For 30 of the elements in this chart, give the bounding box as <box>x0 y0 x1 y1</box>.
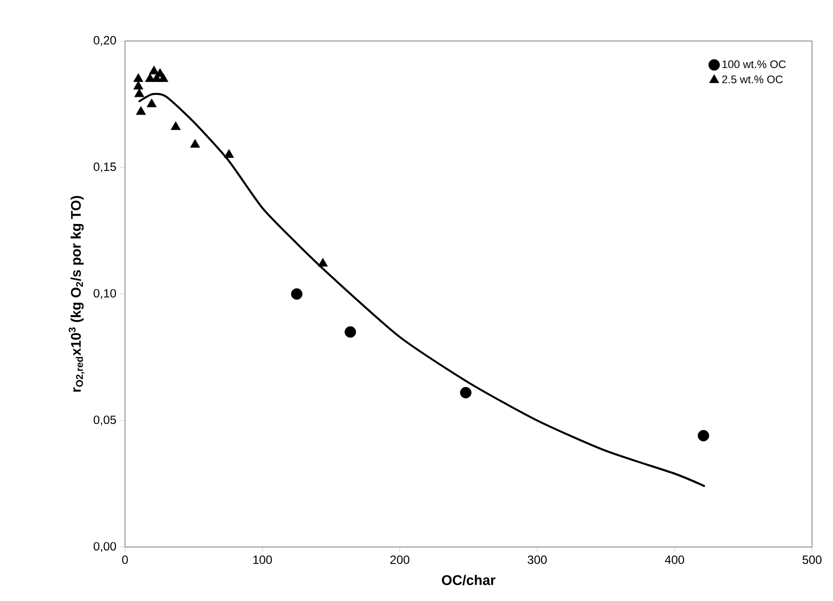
x-tick-label: 400 <box>664 556 684 564</box>
y-tick-label: 0,20 <box>94 36 116 46</box>
x-axis-title: OC/char <box>442 574 496 586</box>
point <box>136 106 146 115</box>
point <box>170 121 181 130</box>
legend-label: 2.5 wt.% OC <box>722 76 783 84</box>
y-tick-label: 0,10 <box>94 289 116 299</box>
point <box>190 139 200 148</box>
point <box>224 149 234 158</box>
point <box>149 66 159 74</box>
x-tick-label: 500 <box>802 556 822 564</box>
point <box>145 73 155 82</box>
y-axis-title: r$_{O2,red}$x10$^{3}$ (kg O$_{2}$/s por kg TO) <box>68 196 84 392</box>
point <box>134 88 144 98</box>
point <box>133 80 144 90</box>
point <box>133 73 144 82</box>
point <box>318 258 328 267</box>
y-tick-label: 0,15 <box>94 162 116 172</box>
point <box>291 288 302 300</box>
x-tick-label: 100 <box>253 556 272 564</box>
x-tick-label: 0 <box>122 556 128 564</box>
point <box>146 98 157 108</box>
x-tick-label: 300 <box>528 556 547 564</box>
x-tick-label: 200 <box>390 556 410 564</box>
point <box>698 430 710 442</box>
y-tick-label: 0,05 <box>94 416 116 426</box>
legend-label: 100 wt.% OC <box>722 60 786 68</box>
point <box>344 326 356 338</box>
point <box>460 386 472 398</box>
y-tick-label: 0,00 <box>94 542 116 552</box>
